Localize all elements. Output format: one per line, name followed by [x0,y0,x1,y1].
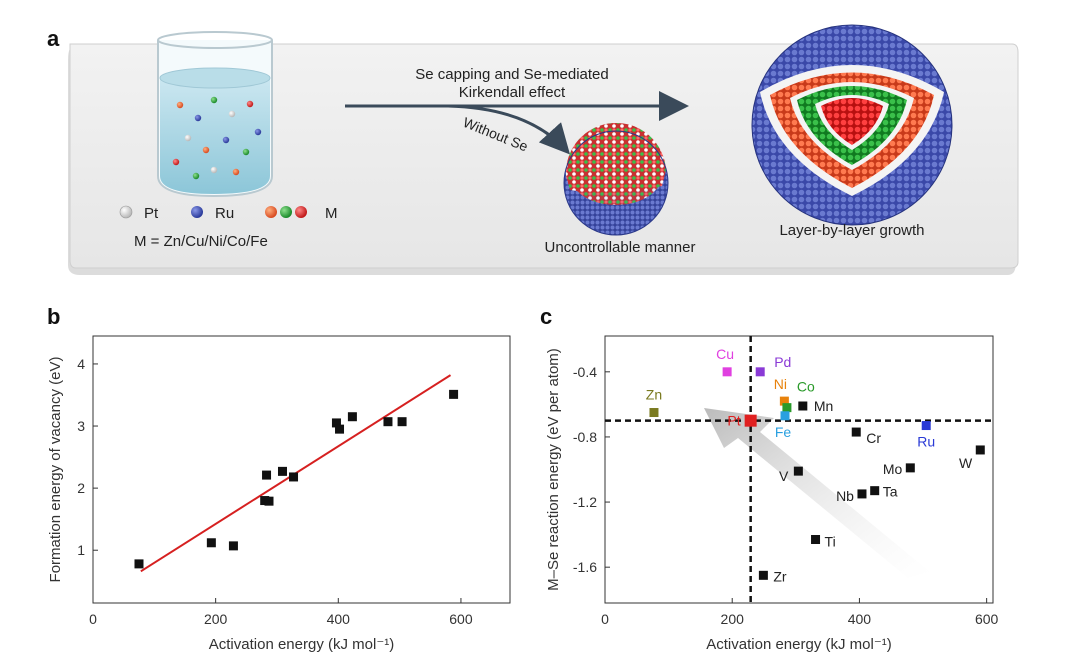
ru-legend-icon [191,206,203,218]
y-tick-label-c: -1.2 [573,494,597,510]
panel-letter-b: b [47,304,60,329]
trend-arrow [704,408,930,578]
small-nanoparticle [563,122,669,236]
point-label-zn: Zn [646,387,662,403]
beaker-particles [172,96,262,180]
data-point-v [793,466,803,476]
y-axis-label-c: M–Se reaction energy (eV per atom) [545,348,562,591]
y-tick-label-b: 3 [77,418,85,434]
arrow-label-line2: Kirkendall effect [459,84,566,101]
x-tick-label-b: 600 [449,611,473,627]
x-axis-label-c: Activation energy (kJ mol⁻¹) [706,636,891,653]
data-point-b [228,541,238,551]
x-tick-label-b: 400 [327,611,351,627]
panel-a-legend: Pt Ru M M = Zn/Cu/Ni/Co/Fe [119,205,338,250]
point-label-nb: Nb [836,488,854,504]
y-tick-label-c: -0.4 [573,364,597,380]
data-point-cu [722,367,732,377]
data-point-mo [905,463,915,473]
process-arrows [345,91,689,155]
data-point-pd [755,367,765,377]
data-point-ni [779,396,789,406]
point-label-pt: Pt [727,413,740,429]
data-point-b [277,466,287,476]
data-point-b [335,424,345,434]
pt-legend-icon [119,205,133,219]
m-legend-label: M [325,205,338,222]
chart-c: 0 200 400 600 -0.4 -0.8 -1.2 -1.6 Cu Pd Zn Ni Co Mn Pt… [545,335,999,653]
data-point-co [782,403,792,413]
point-label-cr: Cr [866,430,881,446]
data-point-b [206,538,216,548]
m-legend-icon-orange [265,206,277,218]
data-point-b [449,389,459,399]
panel-letter-c: c [540,304,552,329]
x-tick-label-c: 200 [721,611,745,627]
point-label-ni: Ni [774,376,787,392]
data-point-nb [857,489,867,499]
x-tick-label-b: 0 [89,611,97,627]
data-point-b [262,470,272,480]
panel-letter-a: a [47,26,60,51]
point-label-ta: Ta [883,484,898,500]
y-tick-label-c: -1.6 [573,559,597,575]
y-tick-label-b: 2 [77,480,85,496]
data-point-pt [744,414,757,427]
beaker [157,31,273,198]
plot-frame-c [604,335,994,604]
x-tick-label-b: 200 [204,611,228,627]
data-point-b [383,417,393,427]
data-point-b [397,417,407,427]
data-point-cr [851,427,861,437]
point-label-pd: Pd [774,354,791,370]
m-legend-icon-green [280,206,292,218]
data-point-b [134,559,144,569]
chart-b: 0 200 400 600 1 2 3 4 Activation energy (kJ mol⁻… [47,335,511,653]
plot-frame-b [92,335,511,604]
data-point-b [347,412,357,422]
point-label-ru: Ru [917,434,935,450]
point-label-mn: Mn [814,398,833,414]
small-caption: Uncontrollable manner [545,239,696,256]
data-point-mn [798,401,808,411]
x-axis-label-b: Activation energy (kJ mol⁻¹) [209,636,394,653]
ru-legend-label: Ru [215,205,234,222]
data-point-fe [780,411,790,421]
x-tick-label-c: 0 [601,611,609,627]
y-tick-label-b: 4 [77,356,85,372]
data-point-b [264,496,274,506]
without-se-arrow [447,104,571,155]
layered-nanoparticle [751,24,953,226]
data-point-ti [811,535,821,545]
point-label-zr: Zr [773,568,787,584]
x-tick-label-c: 600 [975,611,999,627]
point-label-fe: Fe [775,424,792,440]
point-label-w: W [959,455,973,471]
x-tick-label-c: 400 [848,611,872,627]
point-label-v: V [779,468,789,484]
data-point-ru [921,421,931,431]
arrow-label-line1: Se capping and Se-mediated [415,66,608,83]
data-point-b [331,418,341,428]
data-point-ta [870,486,880,496]
y-tick-label-b: 1 [77,542,85,558]
data-point-w [975,445,985,455]
data-point-zr [758,570,768,580]
point-label-mo: Mo [883,461,903,477]
large-caption: Layer-by-layer growth [779,222,924,239]
m-legend-icon-red [295,206,307,218]
point-label-co: Co [797,379,815,395]
data-point-zn [649,408,659,418]
point-label-cu: Cu [716,346,734,362]
data-point-b [289,472,299,482]
m-definition: M = Zn/Cu/Ni/Co/Fe [134,233,268,250]
point-label-ti: Ti [825,534,836,550]
pt-legend-label: Pt [144,205,159,222]
y-axis-label-b: Formation energy of vacancy (eV) [47,357,64,583]
y-tick-label-c: -0.8 [573,429,597,445]
